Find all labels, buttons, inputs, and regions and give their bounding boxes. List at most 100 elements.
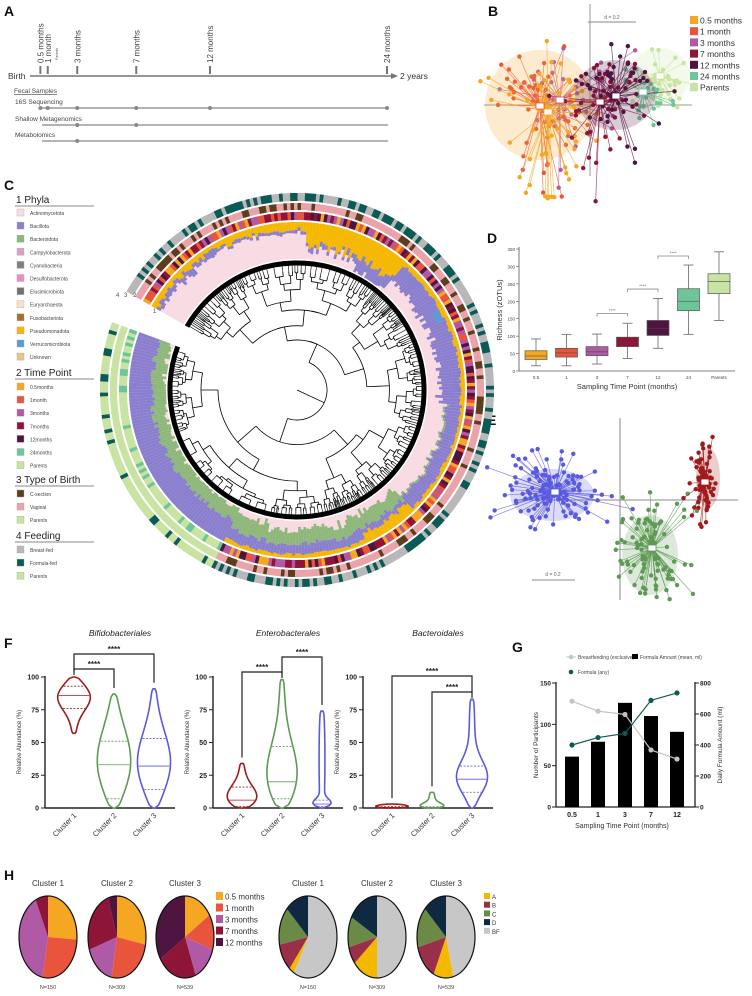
sample-point bbox=[510, 453, 516, 458]
legend-label: 24months bbox=[30, 451, 52, 457]
spoke-line bbox=[526, 105, 541, 143]
birth-type-segment bbox=[455, 300, 464, 308]
birth-type-segment bbox=[450, 481, 459, 489]
tree-branch bbox=[250, 278, 252, 282]
feeding-segment bbox=[425, 245, 434, 255]
phyla-bar-segment bbox=[246, 236, 251, 241]
tree-branch bbox=[242, 480, 248, 489]
phyla-bar-segment bbox=[342, 230, 355, 258]
phyla-bar-segment bbox=[363, 527, 369, 534]
sample-point bbox=[672, 82, 678, 88]
birth-type-segment bbox=[468, 440, 477, 447]
phyla-bar-segment bbox=[376, 499, 386, 512]
sample-point bbox=[613, 547, 618, 552]
legend-label: Breast-fed bbox=[30, 548, 53, 554]
tree-branch bbox=[205, 312, 210, 316]
tree-branch bbox=[217, 389, 260, 460]
sample-point bbox=[546, 482, 552, 487]
time-point-segment bbox=[444, 470, 454, 478]
legend-label: 0.5months bbox=[30, 385, 54, 391]
pie-n-label: N=150 bbox=[40, 985, 56, 991]
feeding-segment bbox=[213, 209, 221, 219]
y-tick-label-right: 600 bbox=[700, 712, 711, 719]
legend-swatch bbox=[16, 448, 25, 456]
phyla-bar-segment bbox=[444, 406, 461, 412]
phyla-bar-segment bbox=[257, 232, 262, 237]
series-point bbox=[674, 756, 680, 762]
timeline-start-label: Birth bbox=[8, 71, 26, 81]
tree-branch bbox=[337, 499, 340, 502]
pie-slice bbox=[117, 896, 147, 945]
phyla-bar-segment bbox=[352, 531, 360, 544]
phyla-bar-segment bbox=[372, 520, 380, 529]
x-tick-label: Cluster 3 bbox=[449, 811, 477, 839]
feeding-segment bbox=[282, 193, 288, 202]
phyla-bar-segment bbox=[285, 230, 289, 234]
time-point-segment bbox=[167, 265, 176, 274]
time-point-segment bbox=[414, 261, 424, 271]
phyla-bar-segment bbox=[434, 331, 453, 341]
tree-branch bbox=[310, 277, 313, 282]
birth-type-segment bbox=[234, 212, 241, 221]
y-axis-label-right: Daily Formula Amount (ml) bbox=[717, 707, 724, 784]
sample-point bbox=[579, 74, 584, 79]
feeding-segment bbox=[440, 261, 450, 271]
feeding-segment bbox=[468, 466, 478, 474]
tree-branch bbox=[184, 372, 187, 383]
x-tick-label: Cluster 2 bbox=[91, 811, 119, 839]
time-point-segment bbox=[372, 230, 380, 240]
feeding-segment bbox=[316, 577, 322, 586]
sample-point bbox=[681, 514, 687, 520]
time-point-segment bbox=[421, 269, 431, 278]
centroid-marker bbox=[647, 544, 657, 552]
time-point-segment bbox=[240, 219, 247, 229]
legend-swatch bbox=[16, 545, 25, 554]
feeding-segment bbox=[433, 253, 442, 262]
tree-branch bbox=[404, 346, 410, 350]
feeding-segment bbox=[181, 228, 190, 237]
tree-branch bbox=[240, 495, 243, 499]
phyla-bar-segment bbox=[172, 283, 178, 289]
phyla-bar-segment bbox=[253, 226, 259, 237]
time-point-segment bbox=[212, 231, 220, 241]
tree-branch bbox=[183, 428, 186, 431]
phyla-bar-segment bbox=[442, 406, 445, 410]
phyla-bar-segment bbox=[396, 502, 402, 509]
violin-body bbox=[96, 693, 132, 809]
tree-branch bbox=[282, 489, 285, 501]
birth-type-segment bbox=[380, 547, 388, 556]
tree-branch bbox=[355, 290, 359, 295]
phyla-bar-segment bbox=[326, 539, 333, 551]
time-point-segment bbox=[169, 263, 178, 272]
phyla-bar-segment bbox=[336, 540, 342, 549]
tree-branch bbox=[332, 499, 336, 504]
sample-point bbox=[522, 80, 527, 85]
tree-branch bbox=[260, 275, 263, 279]
phyla-bar-segment bbox=[437, 446, 441, 451]
phyla-bar-segment bbox=[387, 510, 393, 516]
violin-body bbox=[455, 698, 489, 809]
tree-branch bbox=[224, 485, 227, 488]
feeding-segment bbox=[231, 202, 238, 212]
time-point-segment bbox=[339, 553, 346, 563]
tree-branch bbox=[223, 321, 231, 328]
phyla-bar-segment bbox=[179, 277, 188, 286]
y-tick-label: 0 bbox=[35, 806, 39, 813]
tree-branch bbox=[325, 458, 335, 478]
phyla-bar-segment bbox=[417, 479, 431, 490]
series-point bbox=[595, 734, 601, 741]
legend-item: Verrucomicrobiota bbox=[16, 339, 71, 348]
tree-branch bbox=[272, 506, 275, 509]
phyla-bar-segment bbox=[458, 420, 463, 426]
legend-label: 0.5 months bbox=[225, 893, 265, 902]
feeding-segment bbox=[484, 366, 494, 372]
phyla-bar-segment bbox=[418, 475, 432, 487]
time-point-segment bbox=[174, 258, 183, 267]
spoke-line bbox=[547, 111, 577, 167]
legend-label: C-section bbox=[30, 492, 51, 498]
tree-branch bbox=[213, 322, 220, 327]
pie-n-label: N=539 bbox=[438, 985, 454, 991]
time-point-segment bbox=[410, 514, 419, 523]
sample-point bbox=[658, 101, 663, 106]
phyla-bar-segment bbox=[228, 234, 235, 243]
